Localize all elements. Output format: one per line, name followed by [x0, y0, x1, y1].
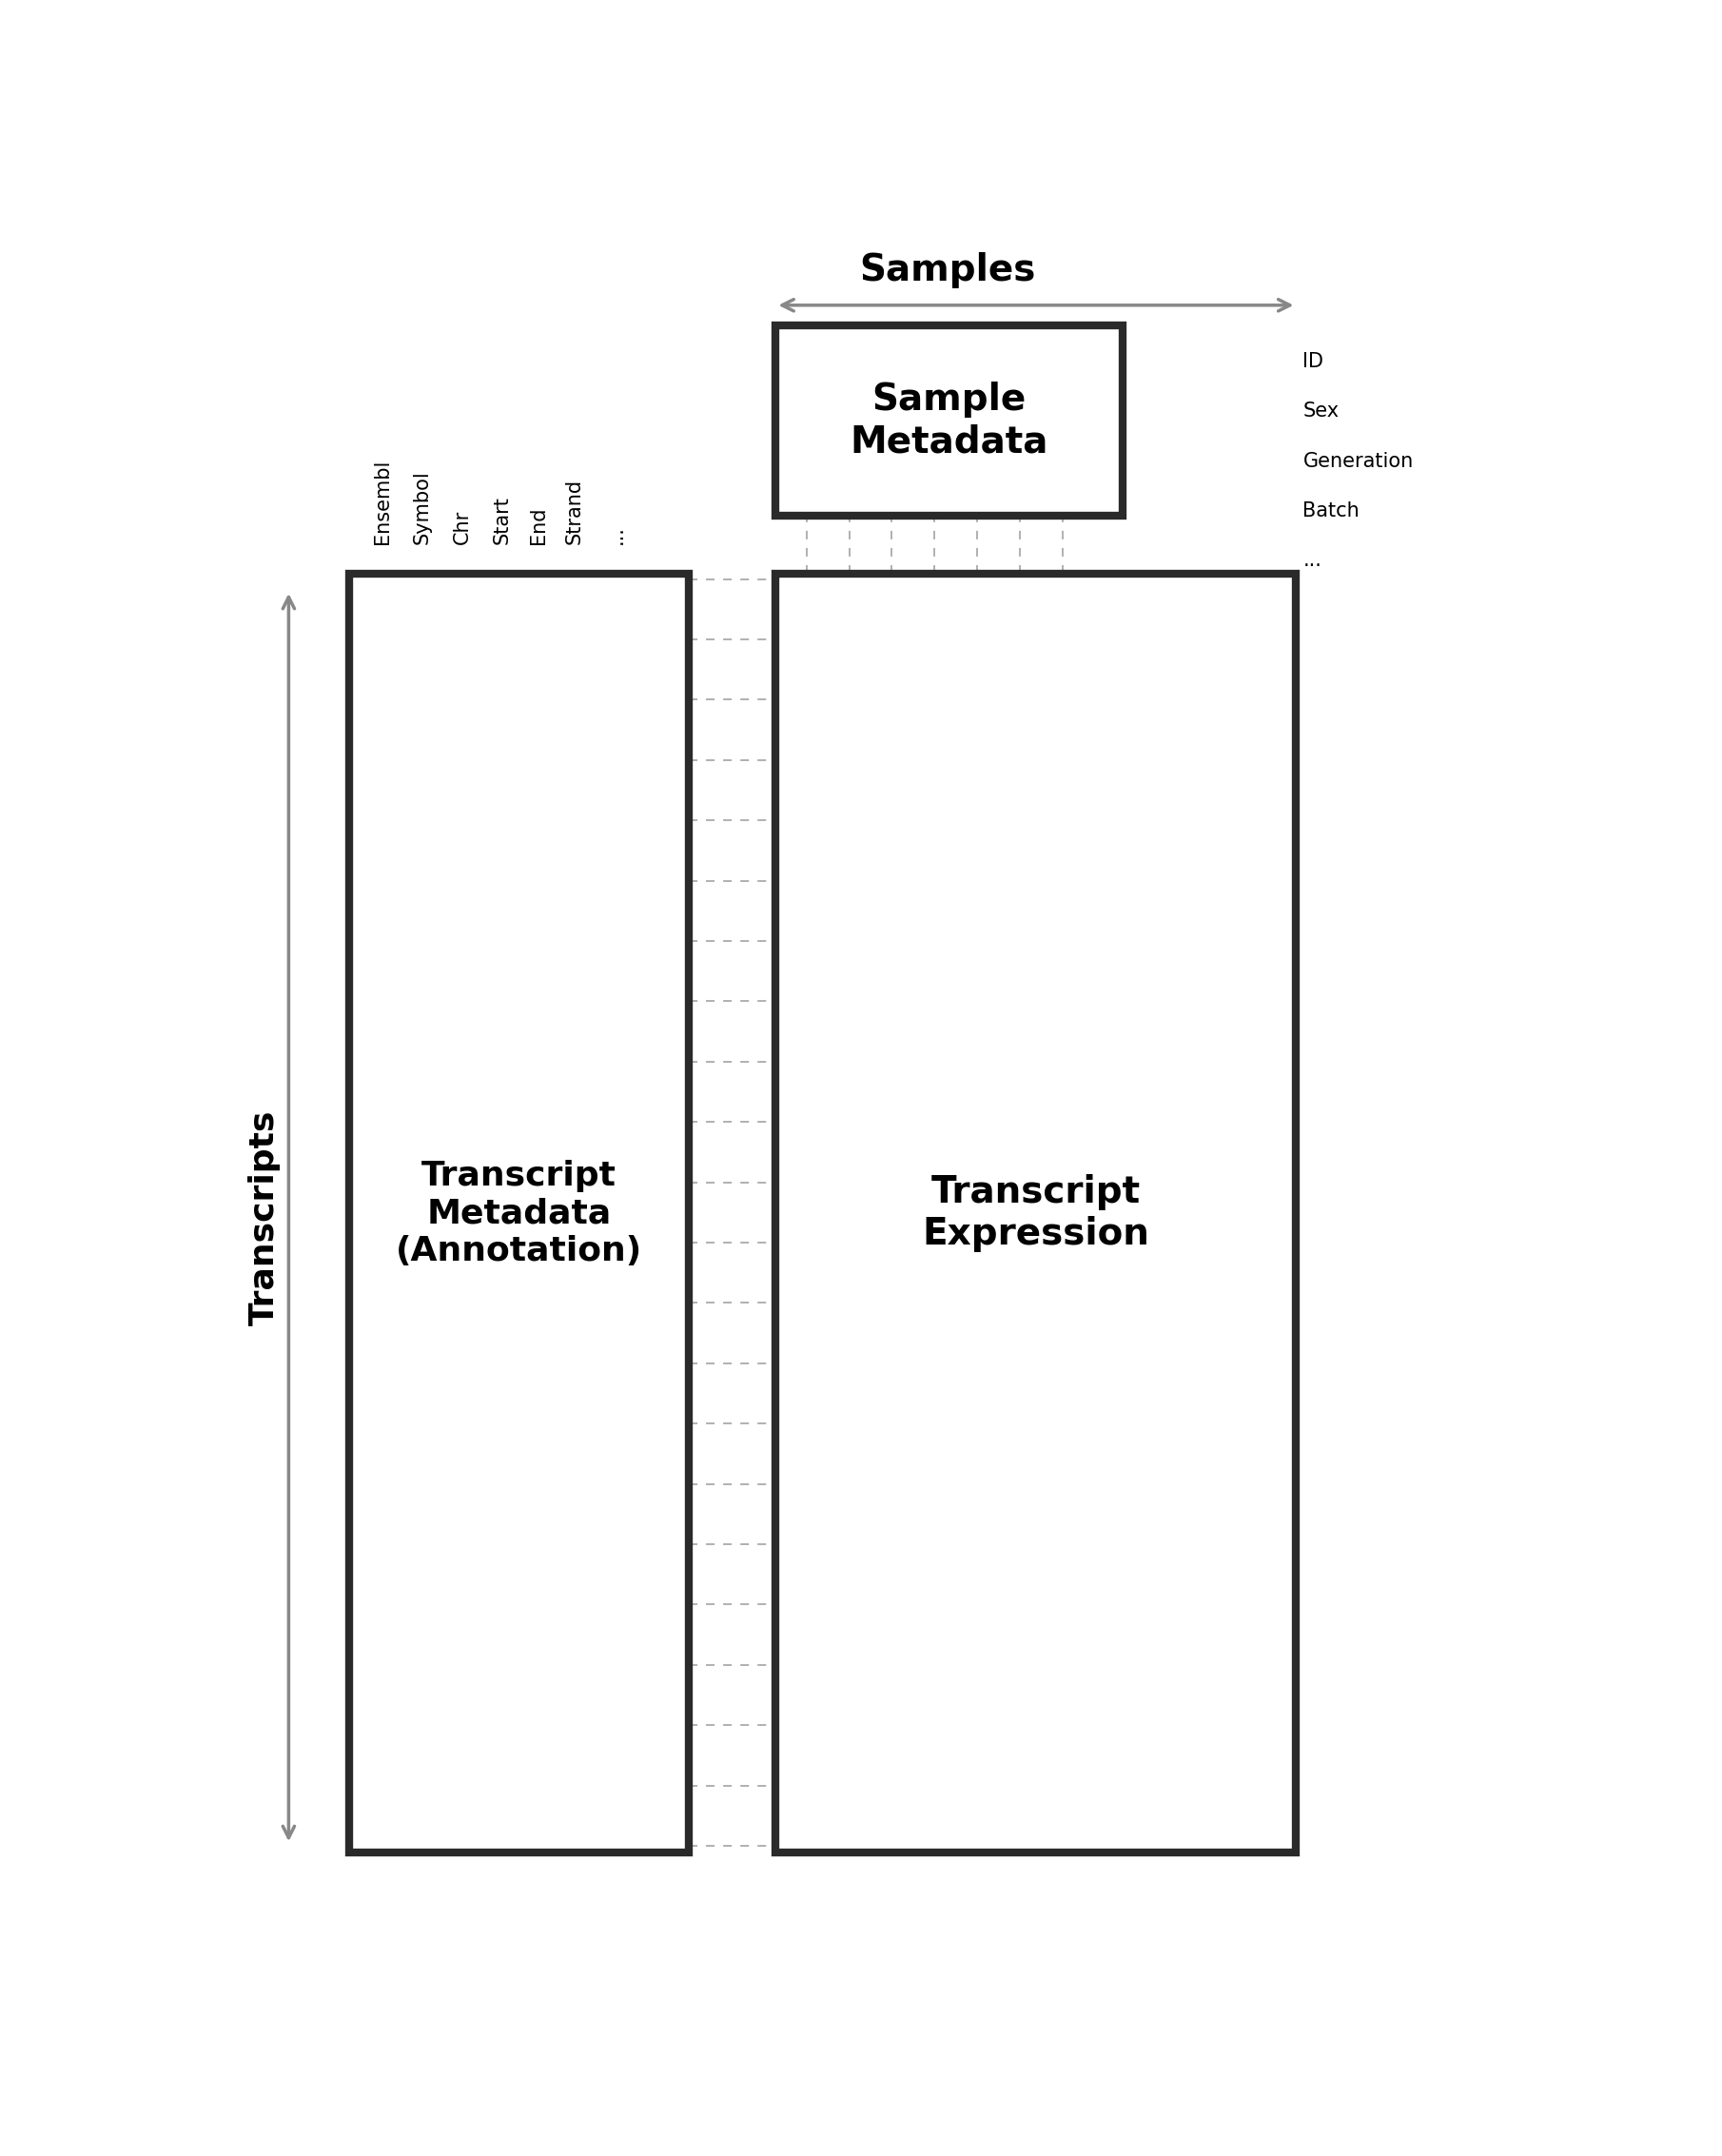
- Text: Samples: Samples: [859, 252, 1037, 289]
- Text: Transcripts: Transcripts: [248, 1110, 281, 1326]
- Text: Start: Start: [492, 496, 511, 543]
- Bar: [348, 573, 689, 1852]
- Text: Sample
Metadata: Sample Metadata: [851, 382, 1049, 459]
- Text: Batch: Batch: [1304, 502, 1360, 520]
- Text: ...: ...: [1304, 552, 1322, 571]
- Text: Transcript
Metadata
(Annotation): Transcript Metadata (Annotation): [396, 1160, 642, 1268]
- Text: Ensembl: Ensembl: [372, 459, 391, 543]
- Text: End: End: [529, 507, 548, 543]
- Text: Symbol: Symbol: [413, 470, 432, 543]
- Text: Sex: Sex: [1304, 401, 1340, 420]
- Text: Strand: Strand: [565, 479, 584, 543]
- Bar: [775, 573, 1297, 1852]
- Text: Transcript
Expression: Transcript Expression: [923, 1175, 1150, 1253]
- Text: Generation: Generation: [1304, 453, 1414, 470]
- Text: ID: ID: [1304, 351, 1324, 371]
- Text: Chr: Chr: [453, 509, 472, 543]
- Bar: [775, 326, 1123, 515]
- Text: ...: ...: [606, 526, 625, 543]
